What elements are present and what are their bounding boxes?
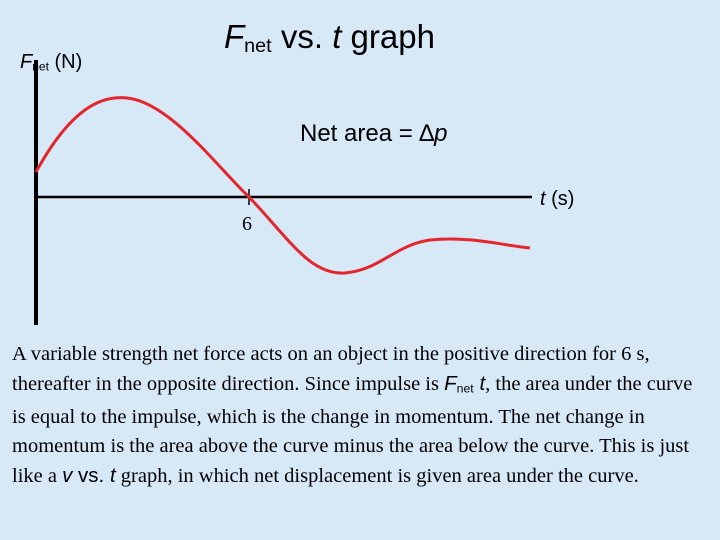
symbol: v — [62, 464, 73, 488]
text: graph, in which net displacement is give… — [120, 465, 639, 488]
x-symbol: t — [540, 188, 546, 210]
title-symbol: F — [224, 18, 245, 55]
description: A variable strength net force acts on an… — [12, 340, 702, 491]
x-axis-label: t (s) — [540, 188, 574, 211]
subscript: net — [456, 381, 474, 396]
symbol: t — [479, 372, 486, 395]
symbol: F — [444, 372, 457, 395]
text: , the area under the curve is equal to t… — [12, 373, 693, 488]
tick-label: 6 — [242, 213, 252, 235]
y-axis-label: Fnet (N) — [20, 51, 82, 74]
force-curve — [34, 96, 531, 275]
title-vs: vs. — [280, 18, 324, 55]
annotation-delta: ∆ — [419, 120, 435, 147]
x-unit: (s) — [551, 188, 575, 210]
title-graph: graph — [350, 18, 435, 55]
y-sub: net — [32, 59, 49, 74]
text: A variable strength net force acts on an… — [12, 343, 650, 395]
text: vs. — [78, 464, 105, 488]
annotation-text: Net area = — [300, 120, 413, 147]
annotation: Net area = ∆p — [300, 120, 447, 148]
annotation-p: p — [434, 120, 448, 147]
title-sub: net — [244, 34, 272, 57]
title: Fnet vs. t graph — [224, 18, 435, 58]
y-symbol: F — [20, 51, 33, 73]
y-unit: (N) — [54, 51, 83, 73]
symbol: t — [109, 464, 116, 488]
title-t: t — [332, 18, 342, 55]
